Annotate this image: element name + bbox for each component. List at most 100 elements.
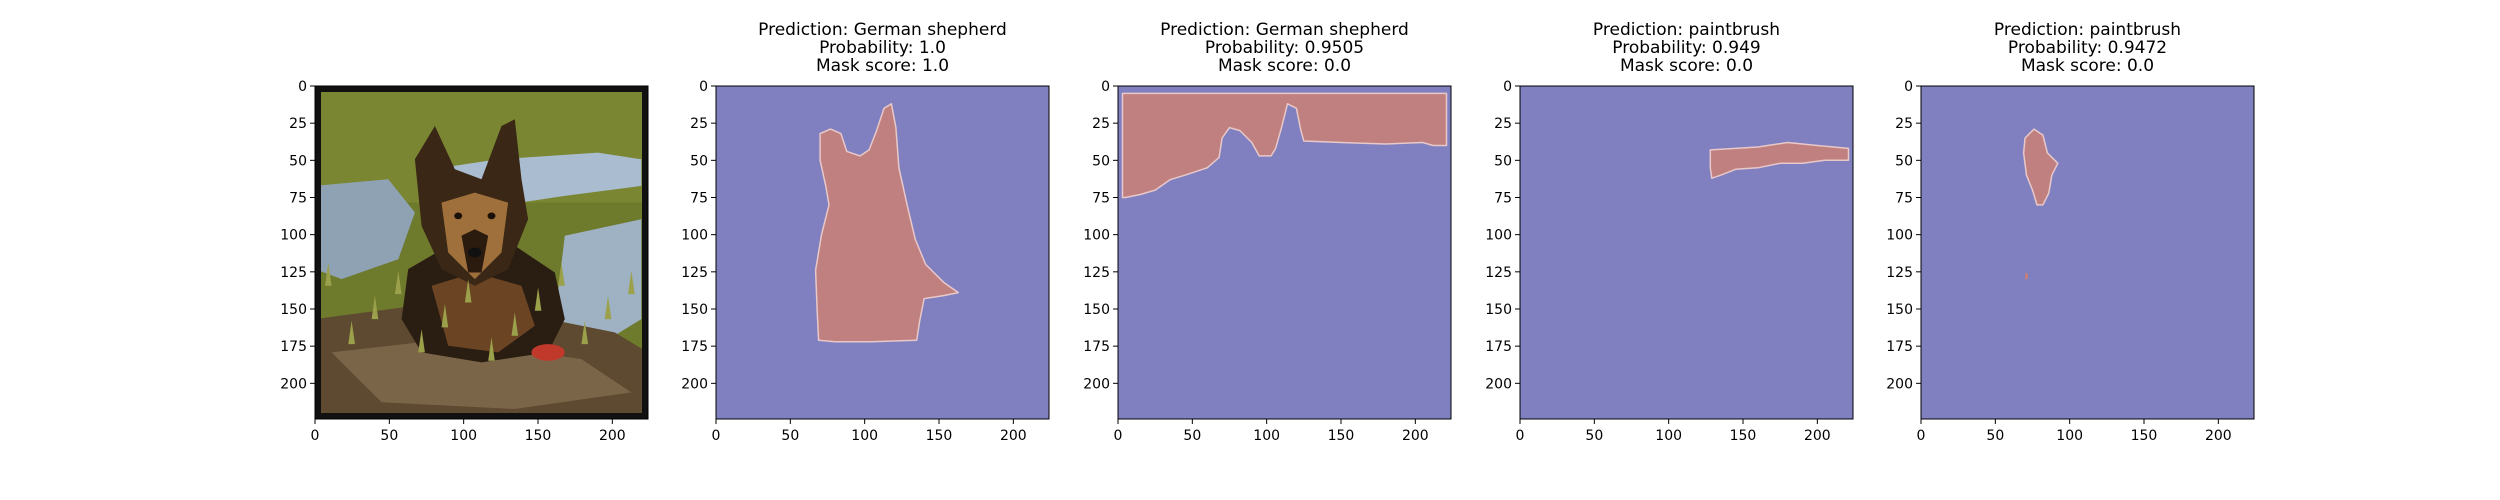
y-tick-label: 0 [1101, 79, 1110, 95]
axes-frame [1519, 85, 1854, 420]
grass-tuft [604, 295, 612, 320]
y-tick-label: 175 [1083, 339, 1110, 355]
y-tick-label: 125 [1083, 265, 1110, 281]
x-tick-label: 200 [599, 428, 626, 444]
y-tick-label: 0 [1904, 79, 1913, 95]
axes-frame [715, 85, 1050, 420]
y-tick-label: 75 [690, 190, 708, 206]
mask-background [1921, 86, 2254, 419]
title-line-2: Probability: 0.949 [1612, 38, 1760, 58]
panel-1: 0 50 100 150 200 0 25 50 75 100 125 150 175 200 [280, 79, 649, 444]
grass-tuft [511, 312, 519, 336]
x-tick-label: 0 [1516, 428, 1525, 444]
y-tick-label: 25 [690, 116, 708, 132]
y-tick-label: 200 [1485, 376, 1512, 392]
mask-region [1121, 92, 1448, 199]
red-toy [531, 344, 565, 361]
y-tick-label: 175 [1886, 339, 1913, 355]
y-tick-label: 150 [681, 302, 708, 318]
y-tick-label: 25 [289, 116, 307, 132]
dog-eye [487, 212, 496, 220]
x-tick-label: 150 [1328, 428, 1355, 444]
y-tick-label: 150 [1485, 302, 1512, 318]
y-tick-label: 175 [280, 339, 307, 355]
mask-region [1709, 141, 1850, 179]
y-tick-label: 25 [1092, 116, 1110, 132]
mask-region [814, 103, 960, 343]
title-line-3: Mask score: 0.0 [1620, 56, 1753, 76]
y-tick-label: 25 [1494, 116, 1512, 132]
y-tick-label: 75 [1895, 190, 1913, 206]
x-tick-label: 100 [450, 428, 477, 444]
title-line-2: Probability: 1.0 [819, 38, 946, 58]
water [315, 179, 415, 280]
y-tick-label: 100 [280, 228, 307, 244]
y-tick-label: 200 [681, 376, 708, 392]
x-tick-label: 0 [311, 428, 320, 444]
y-tick-label: 150 [280, 302, 307, 318]
y-tick-label: 175 [1485, 339, 1512, 355]
y-tick-label: 0 [699, 79, 708, 95]
grass-tuft [371, 295, 379, 320]
x-tick-label: 0 [712, 428, 721, 444]
title-line-1: Prediction: German shepherd [1160, 20, 1409, 40]
x-tick-label: 200 [1402, 428, 1429, 444]
y-tick-label: 25 [1895, 116, 1913, 132]
y-tick-label: 175 [681, 339, 708, 355]
x-tick-label: 50 [1183, 428, 1201, 444]
mask-background [1520, 86, 1853, 419]
grass-tuft [581, 320, 589, 345]
x-tick-label: 0 [1114, 428, 1123, 444]
axes-frame [1920, 85, 2255, 420]
x-tick-label: 50 [1585, 428, 1603, 444]
y-tick-label: 75 [1092, 190, 1110, 206]
x-tick-label: 200 [2205, 428, 2232, 444]
photo-border [315, 86, 648, 419]
y-tick-label: 0 [298, 79, 307, 95]
title-line-1: Prediction: German shepherd [758, 20, 1007, 40]
y-tick-label: 50 [1494, 153, 1512, 169]
grass-tuft [558, 262, 565, 286]
x-tick-label: 150 [1730, 428, 1757, 444]
axes-frame [1117, 85, 1452, 420]
y-tick-label: 50 [1895, 153, 1913, 169]
title-line-3: Mask score: 0.0 [1218, 56, 1351, 76]
title-line-2: Probability: 0.9472 [2008, 38, 2167, 58]
water [554, 219, 642, 346]
grass-tuft [325, 262, 332, 286]
y-tick-label: 50 [289, 153, 307, 169]
grass-tuft [488, 337, 495, 361]
y-tick-label: 200 [1083, 376, 1110, 392]
x-tick-label: 100 [851, 428, 878, 444]
y-tick-label: 150 [1083, 302, 1110, 318]
y-tick-label: 75 [289, 190, 307, 206]
x-tick-label: 100 [1655, 428, 1682, 444]
y-tick-label: 125 [1886, 265, 1913, 281]
y-tick-label: 150 [1886, 302, 1913, 318]
y-tick-label: 125 [280, 265, 307, 281]
x-tick-label: 200 [1804, 428, 1831, 444]
x-tick-label: 50 [1986, 428, 2004, 444]
y-tick-label: 100 [1886, 228, 1913, 244]
y-tick-label: 200 [280, 376, 307, 392]
mask-spot [2025, 273, 2028, 280]
y-tick-label: 75 [1494, 190, 1512, 206]
x-tick-label: 100 [2056, 428, 2083, 444]
dog-eye [454, 212, 463, 220]
title-line-2: Probability: 0.9505 [1205, 38, 1364, 58]
axes-frame [314, 85, 649, 420]
panel-3: Prediction: German shepherdProbability: … [1083, 20, 1452, 444]
grass-tuft [418, 329, 425, 353]
panel-2: Prediction: German shepherdProbability: … [681, 20, 1050, 444]
dog-photo [315, 86, 648, 419]
grass-tuft [394, 270, 402, 295]
y-tick-label: 0 [1503, 79, 1512, 95]
x-tick-label: 200 [1000, 428, 1027, 444]
title-line-1: Prediction: paintbrush [1994, 20, 2181, 40]
grass-tuft [628, 270, 635, 295]
dog-nose [468, 247, 482, 258]
y-tick-label: 100 [1485, 228, 1512, 244]
title-line-3: Mask score: 1.0 [816, 56, 949, 76]
